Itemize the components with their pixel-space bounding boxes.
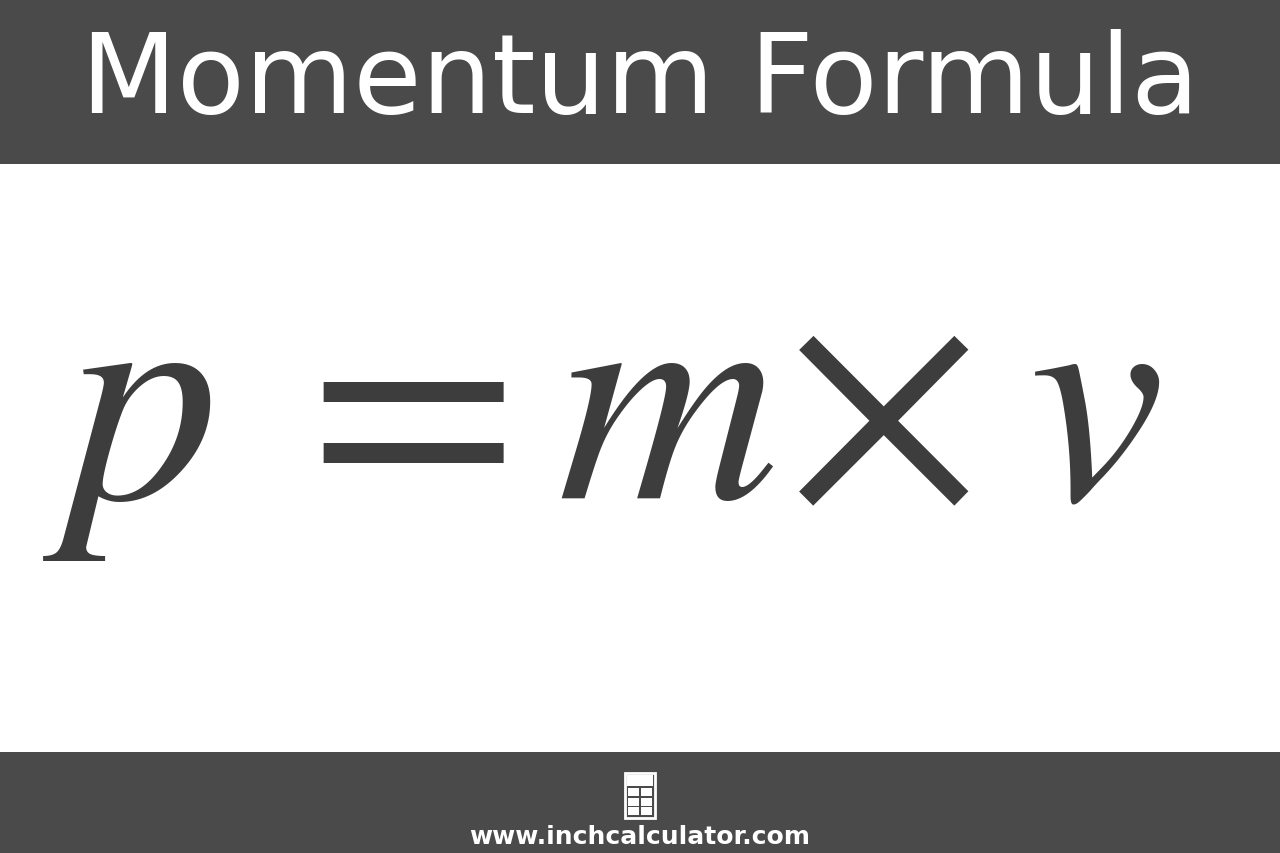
Bar bbox=[641, 788, 652, 797]
Text: 🖩: 🖩 bbox=[636, 771, 644, 798]
Bar bbox=[641, 807, 652, 815]
Bar bbox=[641, 798, 652, 806]
Text: $p$: $p$ bbox=[44, 288, 212, 565]
Bar bbox=[625, 774, 655, 818]
Text: Momentum Formula: Momentum Formula bbox=[81, 29, 1199, 136]
Text: $=$: $=$ bbox=[264, 288, 504, 565]
Text: $\times$: $\times$ bbox=[785, 288, 969, 565]
Bar bbox=[0, 165, 1280, 752]
Text: $v$: $v$ bbox=[1028, 288, 1161, 565]
Bar bbox=[0, 0, 1280, 165]
Bar bbox=[628, 788, 639, 797]
Bar bbox=[628, 807, 639, 815]
Bar bbox=[627, 775, 653, 786]
Text: www.inchcalculator.com: www.inchcalculator.com bbox=[470, 824, 810, 848]
Bar bbox=[628, 798, 639, 806]
Text: $m$: $m$ bbox=[557, 288, 774, 565]
Bar bbox=[0, 752, 1280, 853]
